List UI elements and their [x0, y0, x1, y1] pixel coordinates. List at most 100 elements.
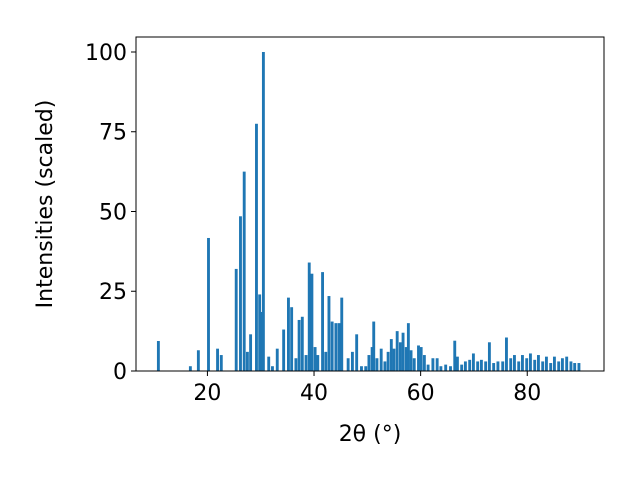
y-tick-label: 50	[99, 200, 127, 225]
y-tick-label: 100	[85, 41, 127, 66]
bar	[513, 355, 516, 371]
bar	[422, 355, 426, 371]
bar	[290, 307, 294, 371]
bar	[207, 237, 210, 371]
bar	[426, 364, 430, 371]
bar	[294, 358, 298, 371]
bar	[307, 262, 311, 371]
bar	[536, 355, 540, 371]
bar	[327, 296, 331, 371]
y-tick-label: 75	[99, 121, 127, 146]
bar	[321, 272, 324, 371]
bar	[196, 350, 200, 371]
bar	[234, 268, 238, 371]
bar	[455, 356, 459, 371]
y-tick-label: 25	[99, 280, 127, 305]
bar	[398, 342, 402, 371]
x-tick-label: 20	[193, 381, 221, 406]
bar	[346, 358, 350, 371]
bar	[219, 355, 223, 371]
bar	[395, 331, 399, 371]
bar	[372, 321, 376, 371]
y-tick-label: 0	[113, 360, 127, 385]
bar	[310, 273, 314, 371]
bar	[521, 355, 524, 371]
bar	[463, 361, 467, 371]
bar	[505, 337, 508, 371]
bar	[449, 366, 452, 371]
bar	[188, 366, 192, 371]
bar	[509, 358, 513, 371]
bar	[577, 363, 581, 371]
bar	[476, 361, 480, 371]
bar	[552, 356, 556, 371]
bar	[471, 353, 475, 371]
bar	[517, 361, 521, 371]
bar	[275, 348, 279, 371]
bar	[435, 358, 439, 371]
bar	[392, 348, 396, 371]
bar	[324, 351, 328, 371]
bar	[544, 356, 548, 371]
bar	[304, 355, 308, 371]
bar	[282, 329, 286, 371]
y-axis-label: Intensities (scaled)	[33, 100, 58, 309]
bar	[364, 366, 368, 371]
bar	[386, 351, 390, 371]
bar	[350, 351, 354, 371]
bar	[383, 361, 387, 371]
bar	[255, 123, 258, 371]
bar	[216, 348, 219, 371]
bar	[337, 323, 341, 371]
bar	[313, 347, 317, 371]
bar	[297, 319, 301, 371]
bar	[557, 361, 561, 371]
bar	[261, 51, 265, 371]
bar	[419, 347, 423, 371]
plot-frame	[135, 36, 605, 372]
bar	[360, 366, 363, 371]
bar	[479, 359, 483, 371]
bar	[525, 358, 529, 371]
bar	[468, 359, 472, 371]
bar	[239, 216, 242, 371]
bar	[409, 350, 413, 371]
bar	[484, 361, 488, 371]
bar	[260, 311, 264, 371]
bar	[340, 297, 344, 371]
bar	[258, 294, 262, 371]
bar	[560, 358, 564, 371]
bar	[316, 355, 320, 371]
bar	[389, 339, 393, 371]
x-tick-label: 80	[513, 381, 541, 406]
bar	[401, 332, 405, 371]
bar	[249, 334, 253, 371]
bar	[367, 355, 371, 371]
bar	[569, 361, 573, 371]
bar	[487, 342, 491, 371]
bar	[565, 356, 569, 371]
bar	[375, 358, 379, 371]
bar	[334, 323, 338, 371]
bar	[406, 323, 410, 371]
bar	[300, 316, 304, 371]
bar	[541, 361, 545, 371]
x-axis-label: 2θ (°)	[339, 422, 402, 447]
bar	[267, 356, 271, 371]
bar	[404, 347, 408, 371]
bar	[453, 340, 457, 371]
bar	[549, 363, 553, 371]
bar	[501, 361, 505, 371]
x-tick-label: 60	[407, 381, 435, 406]
bar	[271, 366, 274, 371]
bar	[444, 364, 448, 371]
bar	[242, 171, 246, 371]
bar	[439, 366, 443, 371]
bar	[417, 345, 420, 371]
bar	[370, 347, 374, 371]
bar	[355, 334, 359, 371]
bar	[245, 351, 249, 371]
bar	[379, 348, 383, 371]
